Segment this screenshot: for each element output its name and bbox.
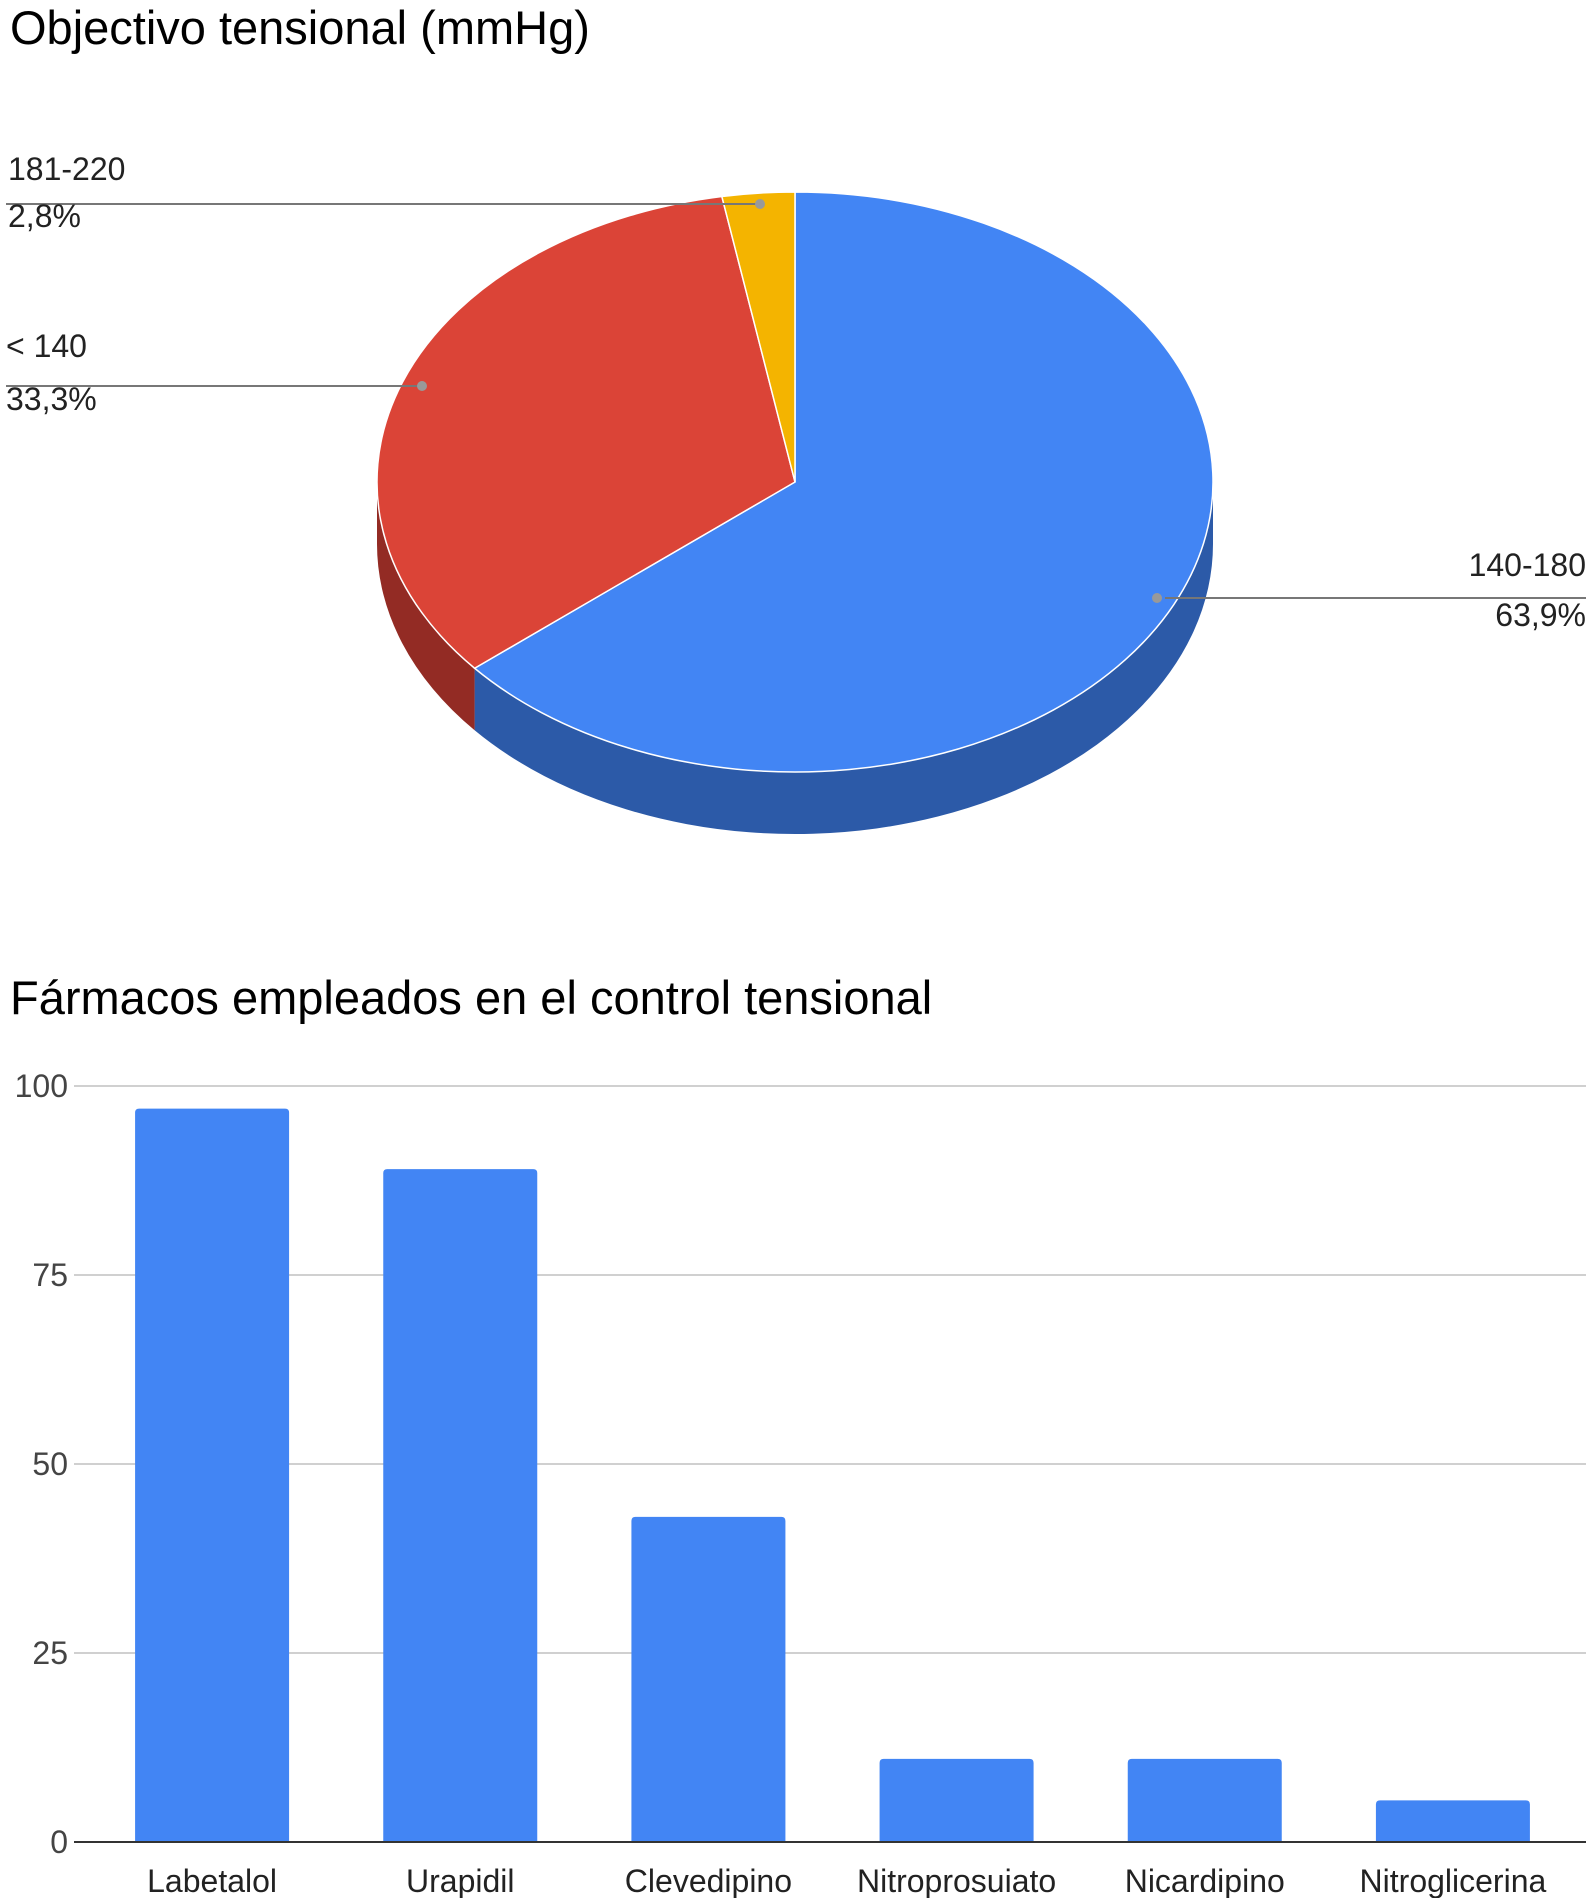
y-tick-label-0: 0: [50, 1824, 68, 1860]
x-category-label-1: Urapidil: [406, 1863, 514, 1898]
x-category-label-4: Nicardipino: [1125, 1863, 1285, 1898]
y-tick-label-3: 75: [32, 1257, 68, 1293]
pie-chart-title: Objectivo tensional (mmHg): [10, 1, 590, 54]
bar-4: [1127, 1758, 1282, 1842]
pie-slice-side-1: [377, 482, 475, 731]
y-tick-label-1: 25: [32, 1635, 68, 1671]
pie-leader-dot-2: [755, 199, 765, 209]
pie-slice-value-2: 2,8%: [8, 198, 81, 234]
pie-slice-label-0: 140-180: [1469, 547, 1586, 583]
bar-1: [383, 1169, 538, 1842]
y-tick-label-4: 100: [15, 1068, 68, 1104]
pie-slice-side-0: [474, 482, 1213, 835]
x-category-label-3: Nitroprosuiato: [857, 1863, 1056, 1898]
x-category-label-5: Nitroglicerina: [1360, 1863, 1547, 1898]
pie-slice-1: [376, 195, 796, 670]
x-category-label-0: Labetalol: [147, 1863, 277, 1898]
pie-slice-label-2: 181-220: [8, 151, 125, 187]
pie-leader-dot-0: [1152, 593, 1162, 603]
x-category-label-2: Clevedipino: [625, 1863, 792, 1898]
bar-chart-title: Fármacos empleados en el control tension…: [10, 971, 933, 1024]
pie-slice-2: [720, 191, 796, 483]
pie-slice-value-1: 33,3%: [6, 381, 97, 417]
bar-2: [631, 1516, 786, 1842]
pie-slice-label-1: < 140: [6, 328, 87, 364]
pie-leader-dot-1: [417, 381, 427, 391]
pie-chart: 140-180 63,9% < 140 33,3% 181-220 2,8%: [6, 151, 1586, 835]
pie-slice-value-0: 63,9%: [1495, 597, 1586, 633]
bar-0: [135, 1108, 290, 1842]
pie-slice-0: [473, 191, 1214, 773]
y-tick-label-2: 50: [32, 1446, 68, 1482]
bar-5: [1375, 1800, 1530, 1842]
bar-3: [879, 1758, 1034, 1842]
